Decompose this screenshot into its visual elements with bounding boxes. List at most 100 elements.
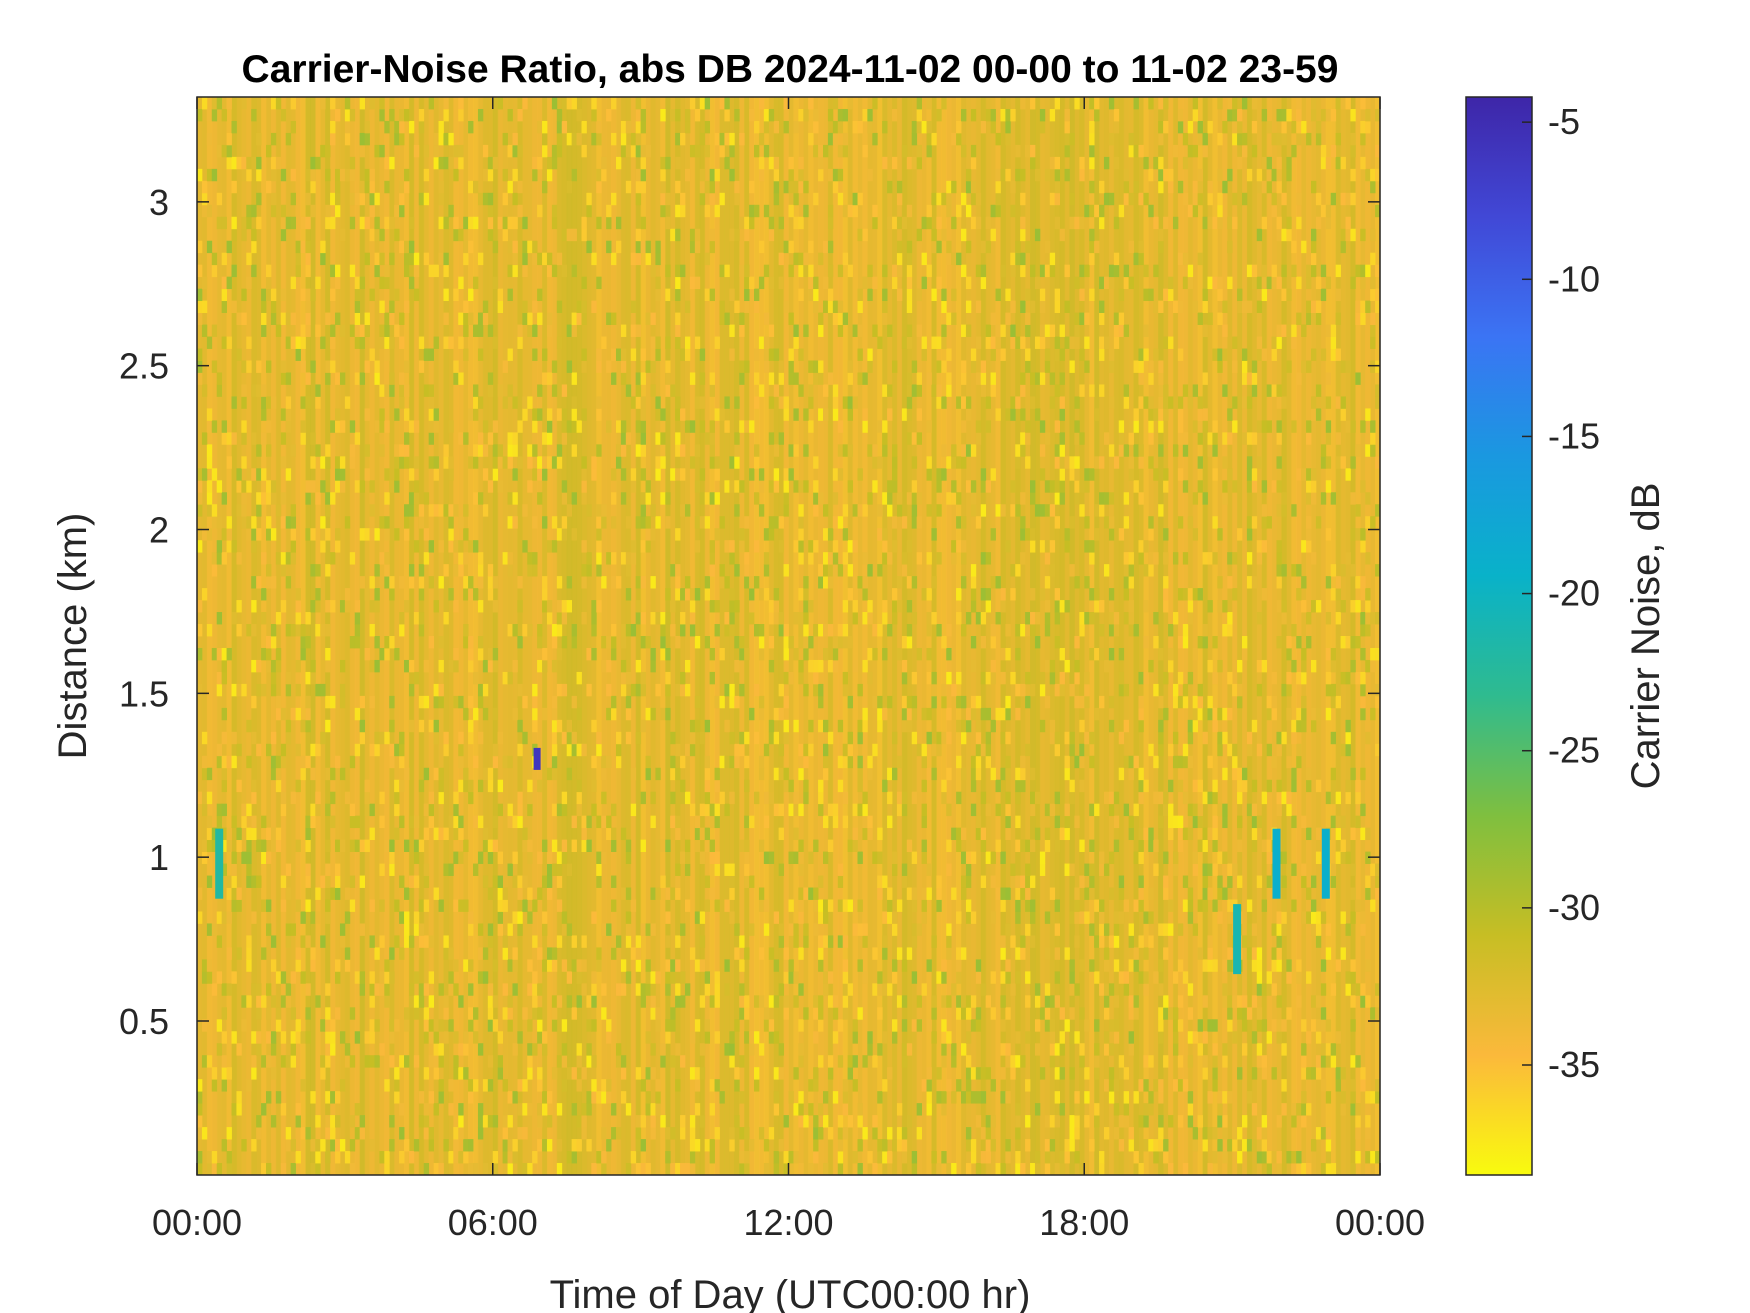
heatmap-cell (1108, 695, 1115, 709)
heatmap-cell (754, 348, 760, 361)
heatmap-cell (995, 887, 1001, 900)
heatmap-cell (211, 647, 218, 661)
heatmap-cell (256, 995, 262, 1008)
heatmap-cell (566, 420, 573, 433)
heatmap-cell (241, 384, 247, 397)
heatmap-cell (1222, 887, 1228, 900)
heatmap-cell (1158, 731, 1164, 745)
heatmap-cell (744, 552, 750, 565)
heatmap-cell (951, 1043, 957, 1056)
heatmap-cell (763, 588, 770, 601)
heatmap-cell (1276, 959, 1282, 972)
heatmap-cell (201, 803, 208, 817)
heatmap-cell (325, 983, 331, 996)
heatmap-cell (1148, 935, 1154, 948)
heatmap-cell (1315, 923, 1322, 936)
heatmap-cell (581, 468, 587, 481)
heatmap-cell (206, 959, 213, 972)
heatmap-cell (1099, 600, 1105, 613)
heatmap-cell (1054, 636, 1060, 649)
heatmap-cell (1069, 1007, 1075, 1020)
heatmap-cell (768, 719, 775, 733)
heatmap-cell (906, 624, 913, 637)
heatmap-cell (537, 1115, 543, 1128)
heatmap-cell (798, 1091, 804, 1104)
heatmap-cell (665, 935, 671, 948)
heatmap-cell (1128, 432, 1134, 445)
heatmap-cell (1320, 1007, 1327, 1020)
heatmap-cell (1108, 935, 1115, 948)
heatmap-cell (1143, 396, 1149, 409)
heatmap-cell (458, 851, 464, 864)
heatmap-cell (1054, 1067, 1060, 1080)
heatmap-cell (561, 432, 568, 445)
heatmap-cell (290, 791, 296, 805)
heatmap-cell (931, 336, 937, 349)
heatmap-cell (423, 983, 430, 996)
heatmap-cell (680, 1055, 686, 1068)
heatmap-cell (1315, 827, 1322, 841)
heatmap-cell (847, 1115, 853, 1128)
heatmap-cell (892, 923, 898, 936)
heatmap-cell (1301, 1163, 1307, 1176)
heatmap-cell (611, 348, 617, 361)
heatmap-cell (729, 600, 735, 613)
heatmap-cell (315, 803, 321, 817)
heatmap-cell (783, 1163, 789, 1176)
heatmap-cell (901, 875, 908, 888)
heatmap-cell (507, 624, 513, 637)
heatmap-cell (1039, 540, 1046, 553)
heatmap-cell (275, 1007, 282, 1020)
heatmap-cell (655, 612, 661, 625)
heatmap-cell (615, 731, 622, 745)
heatmap-cell (680, 971, 686, 984)
heatmap-cell (847, 444, 853, 457)
heatmap-cell (586, 815, 592, 829)
heatmap-cell (823, 719, 829, 733)
heatmap-cell (1197, 1115, 1203, 1128)
heatmap-cell (256, 1115, 262, 1128)
heatmap-cell (1099, 1151, 1105, 1164)
heatmap-cell (1000, 1091, 1006, 1104)
heatmap-cell (650, 336, 656, 349)
heatmap-cell (892, 1139, 898, 1152)
heatmap-cell (581, 456, 587, 469)
heatmap-cell (827, 1067, 834, 1080)
heatmap-cell (857, 1163, 863, 1176)
heatmap-cell (1084, 336, 1090, 349)
heatmap-cell (453, 659, 459, 673)
heatmap-cell (827, 624, 834, 637)
heatmap-cell (305, 372, 311, 385)
heatmap-cell (665, 911, 671, 924)
heatmap-cell (798, 1055, 804, 1068)
heatmap-cell (842, 815, 849, 829)
heatmap-cell (911, 671, 918, 685)
heatmap-cell (803, 779, 809, 793)
heatmap-cell (1227, 1091, 1233, 1104)
heatmap-cell (630, 468, 637, 481)
heatmap-cell (566, 600, 573, 613)
heatmap-cell (1335, 1031, 1341, 1044)
heatmap-cell (487, 851, 494, 864)
heatmap-cell (537, 384, 543, 397)
heatmap-cell (270, 995, 277, 1008)
heatmap-cell (832, 1031, 839, 1044)
heatmap-cell (542, 600, 548, 613)
heatmap-cell (689, 743, 696, 757)
heatmap-cell (335, 528, 341, 541)
heatmap-cell (1212, 1043, 1218, 1056)
heatmap-cell (1084, 887, 1090, 900)
heatmap-cell (951, 683, 957, 697)
heatmap-cell (1133, 624, 1139, 637)
heatmap-cell (1365, 600, 1371, 613)
heatmap-cell (606, 707, 612, 721)
heatmap-cell (1113, 815, 1120, 829)
heatmap-cell (527, 552, 533, 565)
heatmap-cell (1094, 935, 1100, 948)
heatmap-cell (428, 408, 434, 421)
heatmap-cell (492, 1019, 499, 1032)
heatmap-cell (433, 731, 439, 745)
heatmap-cell (911, 851, 918, 864)
heatmap-cell (413, 875, 420, 888)
heatmap-cell (734, 1115, 740, 1128)
